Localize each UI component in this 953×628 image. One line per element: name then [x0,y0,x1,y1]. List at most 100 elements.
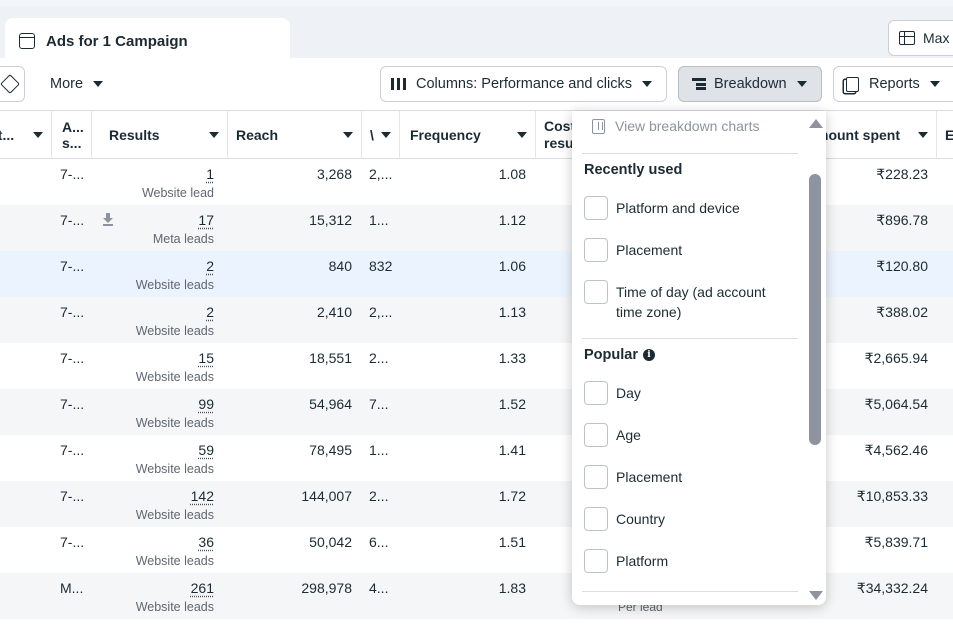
frequency-cell: 1.33 [498,350,526,366]
results-value[interactable]: 17 [198,212,214,228]
checkbox[interactable] [584,196,608,220]
amount-spent-cell: ₹5,064.54 [864,396,928,412]
chart-panel-icon [592,118,605,134]
reach-cell: 144,007 [301,488,352,504]
sort-caret-icon[interactable] [33,132,43,138]
chevron-down-icon [93,81,104,87]
breakdown-option[interactable]: Placement [584,238,789,262]
table-row[interactable]: 7-... 1 Website lead 3,268 2,... 1.08 ₹228.23 [0,159,953,205]
amount-spent-cell: ₹4,562.46 [864,442,928,458]
more-button[interactable]: More [38,66,104,102]
breakdown-option[interactable]: Placement [584,465,789,489]
scrollbar-thumb[interactable] [809,174,821,445]
results-value[interactable]: 1 [206,166,214,182]
ad-set-cell: 7-... [60,304,85,320]
breakdown-option[interactable]: Day [584,381,789,405]
reach-cell: 298,978 [301,580,352,596]
sort-caret-icon[interactable] [517,132,527,138]
scroll-up-arrow-icon[interactable] [809,119,823,128]
tag-button[interactable] [0,66,25,102]
column-header-ad-label: ct... [0,127,15,143]
popular-title: Popular [584,347,638,363]
recently-used-title: Recently used [584,162,683,178]
sort-caret-icon[interactable] [381,132,391,138]
column-header-ad-set-line1: A... [62,119,84,135]
checkbox[interactable] [584,465,608,489]
results-type: Meta leads [152,232,214,246]
tab-strip: Ads for 1 Campaign Max [0,0,953,64]
column-header-ad[interactable]: ct... [0,111,52,159]
breakdown-option[interactable]: Platform and device [584,196,789,220]
table-row[interactable]: 7-... 36 Website leads 50,042 6... 1.51 ₹5,839… [0,527,953,573]
breakdown-option-label: Placement [616,242,683,258]
results-cell: 2 [92,258,214,274]
reach-cell: 18,551 [309,350,352,366]
checkbox[interactable] [584,423,608,447]
column-header-frequency[interactable]: Frequency [400,111,536,159]
ad-set-cell: 7-... [60,534,85,550]
breakdown-option[interactable]: Time of day (ad account time zone) [584,280,789,322]
results-cell: 59 [92,442,214,458]
breakdown-option[interactable]: Country [584,507,789,531]
results-value[interactable]: 261 [190,580,214,596]
results-value[interactable]: 15 [198,350,214,366]
column-header-cost-per-result[interactable]: Cost resu [536,111,596,159]
reports-button[interactable]: Reports [833,66,953,102]
columns-button[interactable]: Columns: Performance and clicks [380,66,667,102]
view-breakdown-charts[interactable]: View breakdown charts [592,118,759,134]
frequency-cell: 1.52 [498,396,526,412]
column-header-ad-set[interactable]: A... s... [52,111,92,159]
column-header-amount-spent[interactable]: mount spent [812,111,937,159]
column-header-reach-label: Reach [236,127,279,143]
table-row[interactable]: 7-... 59 Website leads 78,495 1... 1.41 ₹4,562… [0,435,953,481]
results-type: Website leads [135,462,214,476]
checkbox[interactable] [584,238,608,262]
breakdown-option[interactable]: Platform [584,549,789,573]
results-value[interactable]: 2 [206,258,214,274]
v-cell: 6... [369,534,389,550]
v-cell: 2... [369,488,389,504]
info-icon[interactable]: i [642,349,655,361]
checkbox[interactable] [584,549,608,573]
sort-caret-icon[interactable] [918,132,928,138]
reach-cell: 50,042 [309,534,352,550]
column-header-cost-line1: Cost [544,118,576,134]
breakdown-button[interactable]: Breakdown [678,66,822,102]
results-value[interactable]: 2 [206,304,214,320]
scroll-down-arrow-icon[interactable] [809,591,823,600]
sort-caret-icon[interactable] [343,132,353,138]
max-button[interactable]: Max [888,20,953,56]
table-row[interactable]: 7-... 15 Website leads 18,551 2... 1.33 ₹2,665… [0,343,953,389]
reach-cell: 3,268 [316,166,352,182]
column-header-results[interactable]: Results [92,111,228,159]
results-value[interactable]: 142 [190,488,214,504]
reach-cell: 54,964 [309,396,352,412]
results-value[interactable]: 59 [198,442,214,458]
results-value[interactable]: 36 [198,534,214,550]
reports-icon [846,76,859,92]
column-header-e[interactable]: E [937,111,953,159]
results-value[interactable]: 99 [198,396,214,412]
results-type: Website leads [135,324,214,338]
column-header-amount-label: mount spent [816,127,900,143]
breakdown-option-label: Time of day (ad account time zone) [616,284,766,320]
column-header-reach[interactable]: Reach [228,111,362,159]
scrollbar[interactable] [806,111,826,605]
sort-caret-icon[interactable] [209,132,219,138]
frequency-cell: 1.08 [498,166,526,182]
columns-label: Columns: Performance and clicks [416,76,632,92]
breakdown-option-label: Country [616,511,666,527]
column-header-frequency-label: Frequency [410,127,481,143]
results-cell: 2 [92,304,214,320]
download-icon[interactable] [103,213,113,226]
breakdown-icon [692,78,706,90]
checkbox[interactable] [584,280,608,304]
ad-set-cell: M... [60,580,84,596]
column-header-v[interactable]: \ [362,111,400,159]
column-header-ad-set-line2: s... [62,135,82,151]
checkbox[interactable] [584,507,608,531]
checkbox[interactable] [584,381,608,405]
breakdown-option[interactable]: Age [584,423,789,447]
tab-ads-campaign[interactable]: Ads for 1 Campaign [5,18,290,64]
divider [582,338,798,339]
